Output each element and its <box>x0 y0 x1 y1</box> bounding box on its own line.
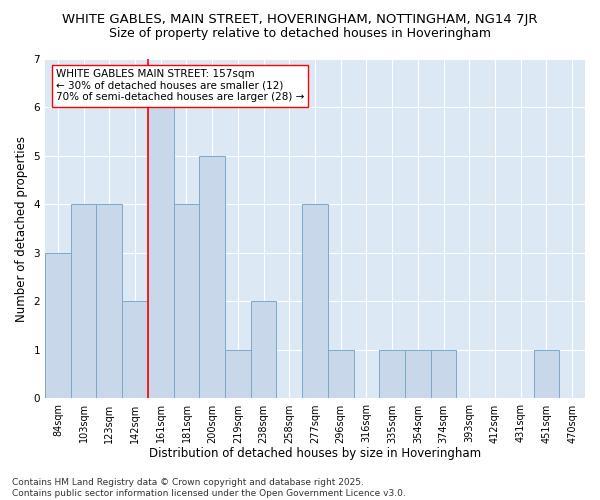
X-axis label: Distribution of detached houses by size in Hoveringham: Distribution of detached houses by size … <box>149 447 481 460</box>
Text: WHITE GABLES MAIN STREET: 157sqm
← 30% of detached houses are smaller (12)
70% o: WHITE GABLES MAIN STREET: 157sqm ← 30% o… <box>56 69 304 102</box>
Bar <box>97 204 122 398</box>
Bar <box>225 350 251 399</box>
Bar <box>302 204 328 398</box>
Text: Contains HM Land Registry data © Crown copyright and database right 2025.
Contai: Contains HM Land Registry data © Crown c… <box>12 478 406 498</box>
Text: Size of property relative to detached houses in Hoveringham: Size of property relative to detached ho… <box>109 28 491 40</box>
Bar <box>328 350 353 399</box>
Bar <box>431 350 457 399</box>
Y-axis label: Number of detached properties: Number of detached properties <box>15 136 28 322</box>
Bar <box>173 204 199 398</box>
Bar <box>379 350 405 399</box>
Bar <box>405 350 431 399</box>
Bar <box>45 253 71 398</box>
Text: WHITE GABLES, MAIN STREET, HOVERINGHAM, NOTTINGHAM, NG14 7JR: WHITE GABLES, MAIN STREET, HOVERINGHAM, … <box>62 12 538 26</box>
Bar <box>533 350 559 399</box>
Bar <box>148 108 173 399</box>
Bar <box>251 302 277 398</box>
Bar <box>199 156 225 398</box>
Bar <box>122 302 148 398</box>
Bar <box>71 204 97 398</box>
